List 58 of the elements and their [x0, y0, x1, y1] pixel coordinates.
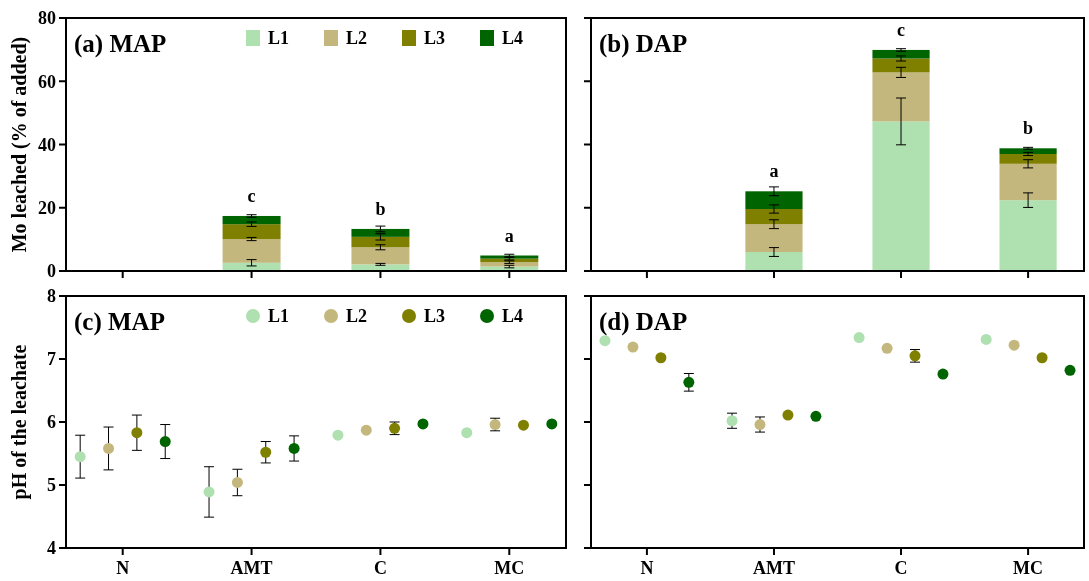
y-tick-label: 60: [38, 71, 56, 92]
x-tick-label: C: [894, 558, 908, 578]
bar: [999, 200, 1057, 271]
x-tick-label: MC: [1013, 558, 1044, 578]
bar: [872, 121, 930, 271]
x-tick-label: C: [373, 558, 387, 578]
bar: [351, 264, 410, 271]
y-tick-label: 5: [47, 475, 56, 496]
annotation: a: [769, 161, 779, 182]
text: (c) MAP: [74, 308, 165, 336]
y-tick-label: 0: [47, 261, 56, 282]
legend-label: L1: [268, 306, 290, 327]
bar: [222, 215, 281, 225]
y-tick-label: 6: [47, 412, 56, 433]
y-axis-title: pH of the leachate: [8, 344, 31, 500]
y-tick-label: 80: [38, 8, 56, 29]
bar: [999, 163, 1057, 201]
bar: [222, 239, 281, 263]
legend-label: L2: [346, 28, 368, 49]
x-tick-label: AMT: [230, 558, 273, 578]
x-tick-label: N: [640, 558, 654, 578]
y-tick-label: 40: [38, 134, 56, 155]
legend-label: L3: [424, 306, 446, 327]
annotation: a: [504, 225, 514, 246]
bar: [745, 252, 803, 271]
x-tick-label: MC: [494, 558, 525, 578]
text: (a) MAP: [74, 30, 167, 58]
text: (d) DAP: [599, 308, 688, 336]
bar: [872, 49, 930, 59]
bar: [745, 224, 803, 253]
legend-label: L4: [502, 306, 524, 327]
bar: [745, 191, 803, 210]
bar: [351, 228, 410, 237]
y-tick-label: 8: [47, 286, 56, 307]
annotation: c: [247, 185, 256, 206]
bar: [872, 58, 930, 73]
annotation: b: [1023, 118, 1034, 139]
bar: [480, 262, 539, 267]
bar: [745, 209, 803, 225]
legend-label: L1: [268, 28, 290, 49]
y-tick-label: 7: [47, 349, 56, 370]
bar: [351, 247, 410, 265]
bar: [222, 224, 281, 240]
legend-label: L4: [502, 28, 524, 49]
x-tick-label: AMT: [752, 558, 795, 578]
text: (b) DAP: [599, 30, 688, 58]
y-axis-title: Mo leached (% of added): [8, 36, 31, 253]
y-tick-label: 4: [47, 538, 56, 559]
annotation: c: [897, 19, 906, 40]
bar: [351, 236, 410, 248]
bar: [999, 148, 1057, 154]
legend-label: L2: [346, 306, 368, 327]
y-tick-label: 20: [38, 198, 56, 219]
bar: [872, 72, 930, 122]
legend-label: L3: [424, 28, 446, 49]
bar: [999, 153, 1057, 164]
annotation: b: [375, 198, 386, 219]
x-tick-label: N: [116, 558, 130, 578]
